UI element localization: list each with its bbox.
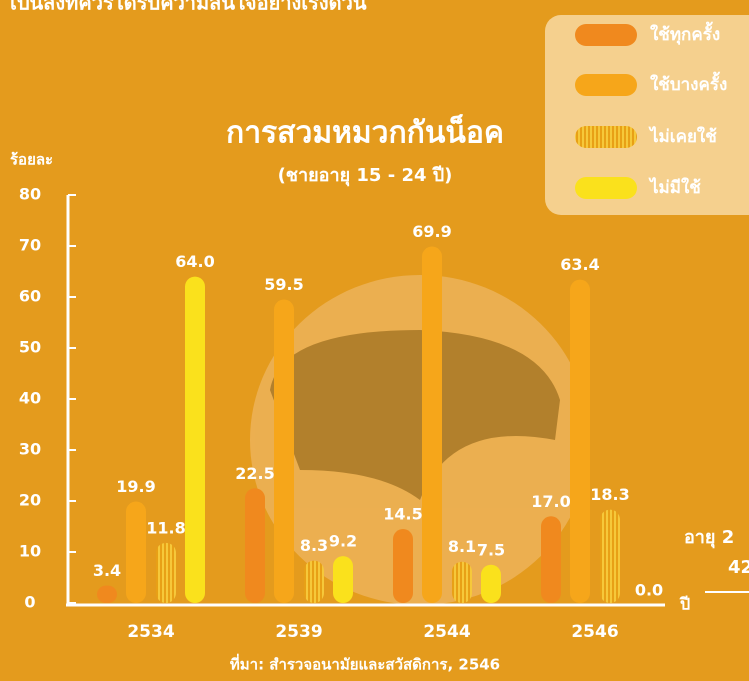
legend-swatch — [575, 74, 637, 96]
bar — [156, 543, 176, 603]
bar — [393, 529, 413, 603]
value-label: 8.1 — [448, 537, 476, 556]
value-label: 69.9 — [412, 222, 451, 241]
y-tick-label: 80 — [19, 185, 41, 204]
legend-swatch — [575, 126, 637, 148]
bar — [126, 502, 146, 603]
side-text: 42 — [728, 557, 749, 578]
value-label: 63.4 — [560, 255, 599, 274]
y-axis-label: ร้อยละ — [10, 151, 53, 169]
bar — [600, 510, 620, 603]
y-tick-label: 40 — [19, 389, 41, 408]
value-label: 17.0 — [531, 492, 570, 511]
y-tick-label: 50 — [19, 338, 41, 357]
chart: เป็นสิ่งที่ควรได้รับความสนใจอย่างเร่งด่ว… — [0, 0, 749, 681]
value-label: 59.5 — [264, 275, 303, 294]
bar — [422, 247, 442, 603]
legend-label: ไม่เคยใช้ — [648, 126, 717, 147]
bar — [245, 488, 265, 603]
value-label: 11.8 — [146, 518, 185, 537]
bar — [452, 562, 472, 603]
bar — [333, 556, 353, 603]
bar — [185, 277, 205, 603]
legend-swatch — [575, 24, 637, 46]
y-tick-label: 70 — [19, 236, 41, 255]
y-tick-label: 30 — [19, 440, 41, 459]
bar — [541, 516, 561, 603]
value-label: 18.3 — [590, 485, 629, 504]
bar — [570, 280, 590, 603]
y-tick-label: 20 — [19, 491, 41, 510]
x-tick-label: 2534 — [127, 622, 174, 642]
bar — [97, 586, 117, 603]
bar — [274, 300, 294, 603]
y-tick-label: 10 — [19, 542, 41, 561]
y-tick-label: 0 — [24, 593, 35, 612]
value-label: 64.0 — [175, 252, 214, 271]
legend-label: ไม่มีใช้ — [648, 177, 701, 198]
legend-label: ใช้ทุกครั้ง — [650, 21, 720, 45]
bar — [304, 561, 324, 603]
value-label: 14.5 — [383, 505, 422, 524]
source: ที่มา: สำรวจอนามัยและสวัสดิการ, 2546 — [230, 654, 500, 674]
chart-title: การสวมหมวกกันน็อค — [226, 114, 504, 151]
chart-subtitle: (ชายอายุ 15 - 24 ปี) — [278, 165, 453, 187]
helmet-decoration — [250, 275, 590, 605]
side-text: อายุ 2 — [684, 527, 734, 549]
x-axis-label: ปี — [679, 595, 691, 614]
x-tick-label: 2546 — [571, 622, 618, 642]
legend-label: ใช้บางครั้ง — [650, 71, 727, 95]
x-tick-label: 2544 — [423, 622, 470, 642]
header-text: เป็นสิ่งที่ควรได้รับความสนใจอย่างเร่งด่ว… — [10, 0, 367, 15]
value-label: 8.3 — [300, 536, 328, 555]
value-label: 3.4 — [93, 561, 121, 580]
value-label: 19.9 — [116, 477, 155, 496]
value-label: 22.5 — [235, 464, 274, 483]
y-tick-label: 60 — [19, 287, 41, 306]
value-label: 7.5 — [477, 540, 505, 559]
bar — [481, 565, 501, 603]
value-label: 9.2 — [329, 532, 357, 551]
value-label: 0.0 — [635, 581, 663, 600]
x-tick-label: 2539 — [275, 622, 322, 642]
legend-swatch — [575, 177, 637, 199]
